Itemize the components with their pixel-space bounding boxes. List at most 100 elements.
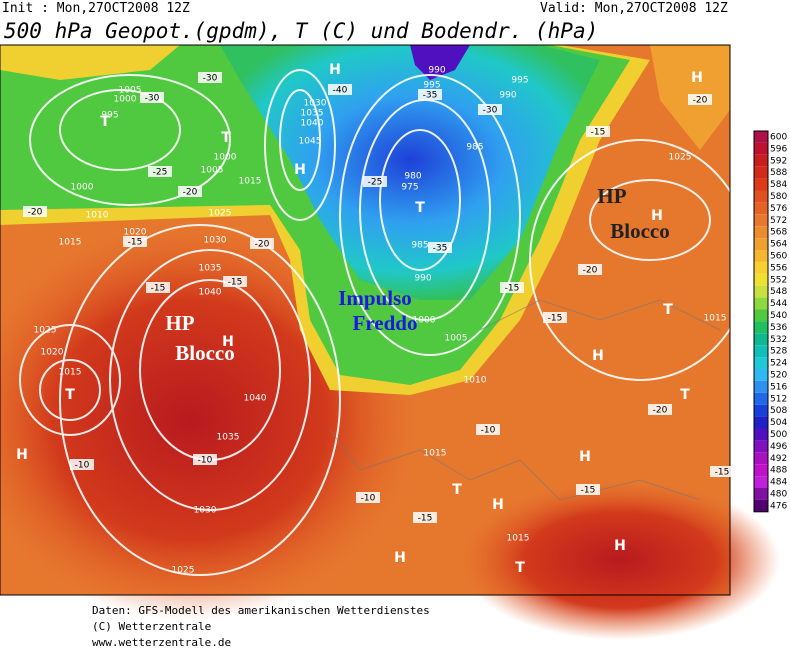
colorbar-label: 504 xyxy=(770,418,787,428)
label-box xyxy=(500,282,524,293)
isoline-label: -15 xyxy=(128,238,143,248)
label-box xyxy=(148,166,172,177)
colorbar-label: 552 xyxy=(770,275,787,285)
isoline-label: 1040 xyxy=(199,288,222,298)
colorbar-label: 592 xyxy=(770,156,787,166)
pressure-center: H xyxy=(691,70,703,86)
colorbar-label: 484 xyxy=(770,478,787,488)
colorbar-label: 596 xyxy=(770,144,787,154)
isoline-label: -15 xyxy=(548,314,563,324)
colorbar-swatch xyxy=(754,285,768,298)
colorbar-label: 544 xyxy=(770,299,787,309)
pressure-center: T xyxy=(100,114,110,130)
isoline-label: 1005 xyxy=(201,166,224,176)
pressure-center: T xyxy=(415,200,425,216)
colorbar-swatch xyxy=(754,142,768,155)
map xyxy=(0,44,780,640)
pressure-center: H xyxy=(579,449,591,465)
label-box xyxy=(428,242,452,253)
pressure-center: H xyxy=(492,497,504,513)
isoline-label: 1040 xyxy=(244,394,267,404)
init-time: Init : Mon,27OCT2008 12Z xyxy=(2,1,190,16)
isoline-label: -15 xyxy=(228,278,243,288)
label-box xyxy=(146,282,170,293)
isoline-label: -35 xyxy=(423,91,438,101)
isoline-label: 1000 xyxy=(114,95,137,105)
label-box xyxy=(250,238,274,249)
colorbar-swatch xyxy=(754,273,768,286)
colorbar-frame xyxy=(753,130,769,513)
isoline-label: -15 xyxy=(505,284,520,294)
pressure-center: T xyxy=(663,302,673,318)
isoline-label: -15 xyxy=(418,514,433,524)
pressure-center: H xyxy=(222,334,234,350)
label-box xyxy=(70,459,94,470)
colorbar-swatch xyxy=(754,297,768,310)
isoline-label: 1025 xyxy=(669,153,692,163)
label-box xyxy=(578,264,602,275)
isoline-label: 1015 xyxy=(704,314,727,324)
isoline-label: 1025 xyxy=(172,566,195,576)
isoline-label: 995 xyxy=(423,81,440,91)
colorbar-label: 564 xyxy=(770,240,787,250)
isoline-label: 990 xyxy=(414,274,431,284)
colorbar-label: 512 xyxy=(770,394,787,404)
colorbar-swatch xyxy=(754,380,768,393)
isoline-label: 995 xyxy=(511,76,528,86)
colorbar-swatch xyxy=(754,488,768,500)
colorbar-swatch xyxy=(754,452,768,465)
isoline-label: -25 xyxy=(153,168,168,178)
isoline-label: -20 xyxy=(653,406,668,416)
label-box xyxy=(648,404,672,415)
isoline-label: 1025 xyxy=(209,209,232,219)
annotation: Impulso xyxy=(338,286,412,310)
isoline-label: -10 xyxy=(75,461,90,471)
colorbar-swatch xyxy=(754,214,768,227)
isoline-label: -20 xyxy=(693,96,708,106)
isoline-label: 1035 xyxy=(199,264,222,274)
colorbar-swatch xyxy=(754,345,768,358)
footer-line: www.wetterzentrale.de xyxy=(92,636,231,648)
pressure-center: T xyxy=(221,130,231,146)
isoline-label: -20 xyxy=(183,188,198,198)
colorbar-swatch xyxy=(754,321,768,334)
colorbar-label: 556 xyxy=(770,263,787,273)
label-box xyxy=(543,312,567,323)
colorbar-label: 540 xyxy=(770,311,787,321)
isoline-label: -20 xyxy=(583,266,598,276)
isoline-label: 1045 xyxy=(299,137,322,147)
colorbar-swatch xyxy=(754,309,768,322)
isoline-label: 1030 xyxy=(204,236,227,246)
colorbar-label: 568 xyxy=(770,228,787,238)
colorbar-label: 524 xyxy=(770,359,787,369)
annotation: Freddo xyxy=(353,311,418,335)
isoline-label: 1015 xyxy=(59,238,82,248)
isoline-label: 1030 xyxy=(304,99,327,109)
annotation: HP xyxy=(165,311,194,335)
isoline-label: 975 xyxy=(401,183,418,193)
colorbar-label: 584 xyxy=(770,180,787,190)
label-box xyxy=(576,484,600,495)
isoline-label: -35 xyxy=(433,244,448,254)
label-box xyxy=(476,424,500,435)
colorbar-label: 572 xyxy=(770,216,787,226)
colorbar-swatch xyxy=(754,416,768,429)
colorbar-label: 588 xyxy=(770,168,787,178)
colorbar-swatch xyxy=(754,226,768,239)
isoline-label: -10 xyxy=(361,494,376,504)
pressure-center: H xyxy=(394,550,406,566)
isoline-label: -15 xyxy=(715,468,730,478)
label-box xyxy=(586,126,610,137)
pressure-center: H xyxy=(592,348,604,364)
isoline-label: 1000 xyxy=(71,183,94,193)
isoline-label: 1035 xyxy=(301,109,324,119)
label-box xyxy=(478,104,502,115)
isoline-label: 1040 xyxy=(301,119,324,129)
colorbar-swatch xyxy=(754,369,768,381)
isoline-label: 1015 xyxy=(424,449,447,459)
colorbar-label: 500 xyxy=(770,430,787,440)
isoline-label: -10 xyxy=(481,426,496,436)
colorbar-swatch xyxy=(754,250,768,262)
isoline-label: -40 xyxy=(333,86,348,96)
